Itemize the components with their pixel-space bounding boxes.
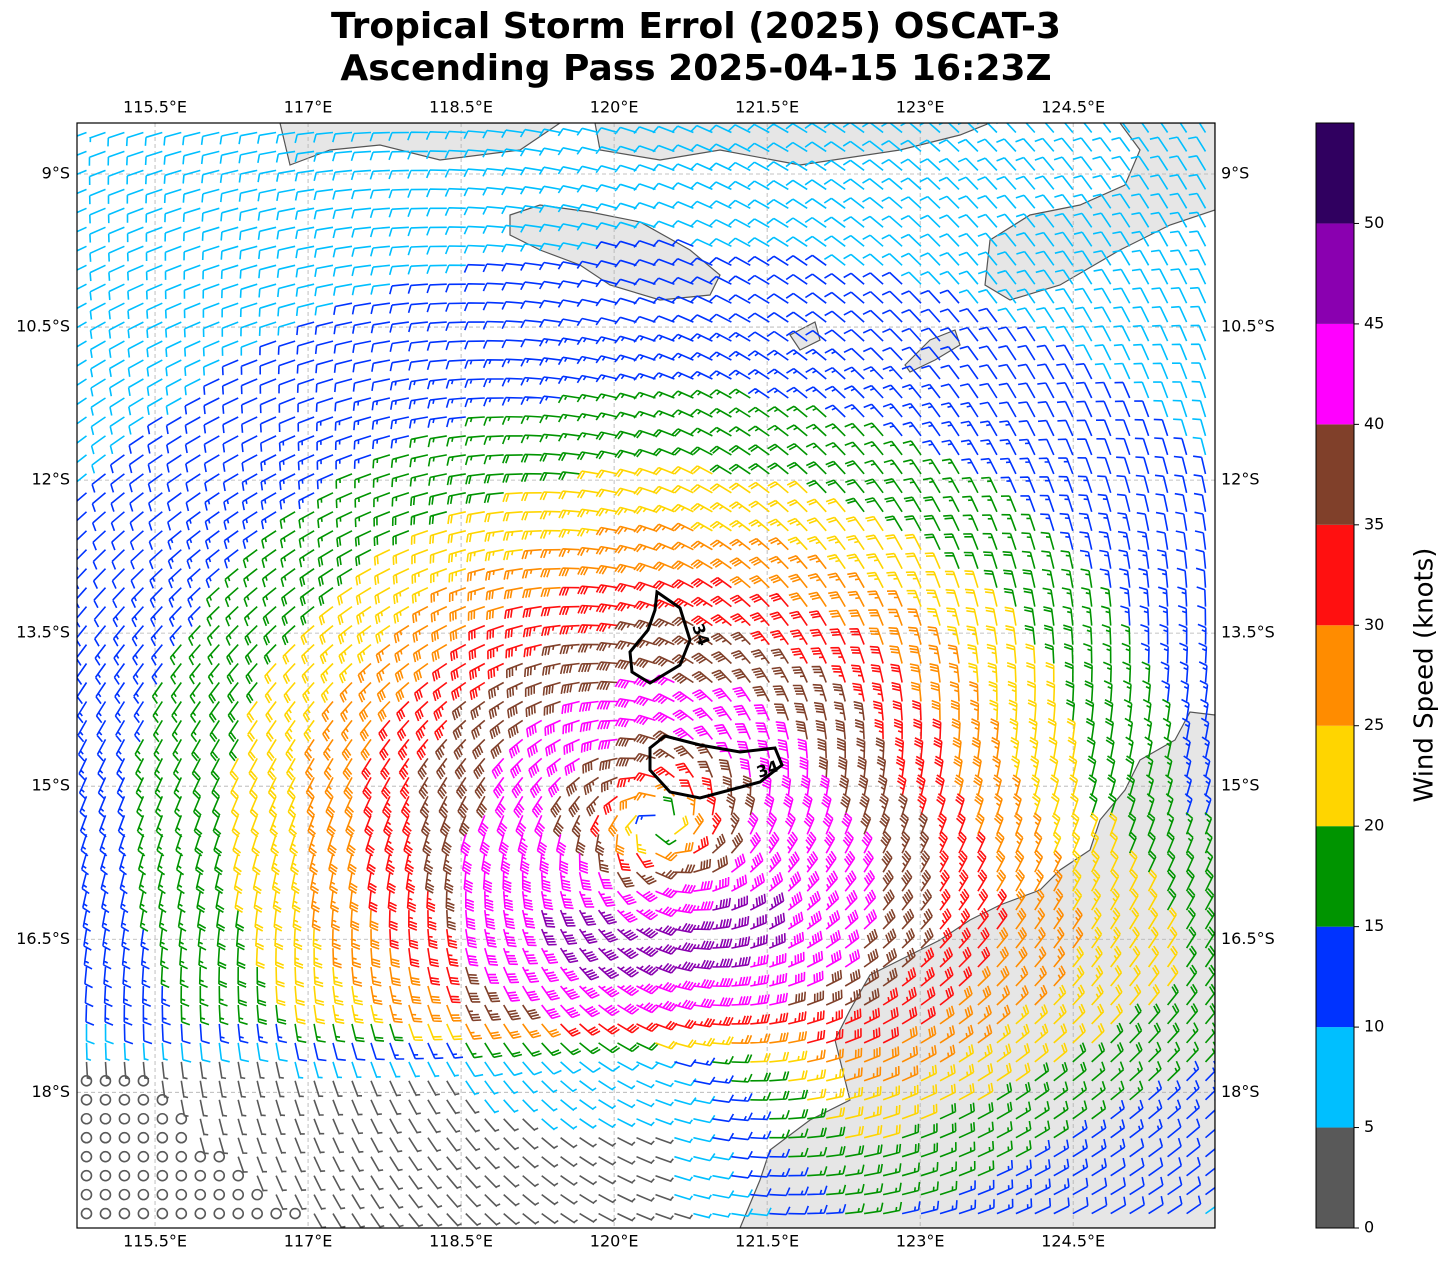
island-small: [789, 321, 961, 373]
y-tick-label: 13.5°S: [1221, 623, 1275, 642]
x-tick-label: 121.5°E: [735, 1232, 799, 1251]
colorbar-tick-label: 50: [1364, 213, 1384, 232]
colorbar-tick-label: 25: [1364, 715, 1384, 734]
colorbar-tick-label: 0: [1364, 1218, 1374, 1237]
colorbar-bin: [1316, 323, 1354, 425]
barb-group: [417, 616, 934, 1022]
colorbar-bin: [1316, 625, 1354, 726]
colorbar-bin: [1316, 424, 1354, 525]
colorbar-tick-label: 35: [1364, 514, 1384, 533]
title-line-1: Tropical Storm Errol (2025) OSCAT-3: [331, 6, 1061, 47]
x-tick-label: 115.5°E: [123, 1232, 187, 1251]
colorbar-tick-label: 10: [1364, 1017, 1384, 1036]
contour-34-north: [628, 589, 692, 685]
colorbar-label: Wind Speed (knots): [1410, 548, 1440, 803]
y-tick-label: 15°S: [31, 776, 70, 795]
barb-group: [77, 238, 1215, 1216]
y-tick-label: 12°S: [31, 470, 70, 489]
colorbar-bin: [1316, 223, 1354, 324]
y-tick-label: 16.5°S: [16, 929, 70, 948]
x-tick-label: 118.5°E: [429, 1232, 493, 1251]
y-tick-label: 12°S: [1221, 470, 1260, 489]
barb-group: [80, 1061, 694, 1228]
axes: 115.5°E 115.5°E 117°E 117°E 118.5°E 118.5°E 12…: [16, 98, 1275, 1251]
colorbar-bin: [1316, 926, 1354, 1028]
x-tick-label: 120°E: [590, 98, 639, 117]
colorbar-tick-label: 30: [1364, 615, 1384, 634]
y-tick-label: 9°S: [1221, 164, 1249, 183]
barb-group: [229, 465, 1179, 1139]
colorbar-frame: [1315, 122, 1355, 1229]
y-tick-label: 18°S: [1221, 1082, 1260, 1101]
x-tick-label: 118.5°E: [429, 98, 493, 117]
x-tick-label: 120°E: [590, 1232, 639, 1251]
barb-group: [304, 522, 1084, 1082]
y-tick-label: 9°S: [42, 164, 70, 183]
barb-group: [540, 892, 786, 981]
y-tick-label: 18°S: [31, 1082, 70, 1101]
y-tick-label: 16.5°S: [1221, 929, 1275, 948]
x-tick-label: 124.5°E: [1041, 1232, 1105, 1251]
y-tick-label: 15°S: [1221, 776, 1260, 795]
x-tick-label: 117°E: [284, 98, 333, 117]
colorbar-bin: [1316, 1027, 1354, 1128]
colorbar-tick-label: 15: [1364, 916, 1384, 935]
x-tick-label: 123°E: [896, 1232, 945, 1251]
colorbar-tick-label: 40: [1364, 414, 1384, 433]
colorbar-bin: [1316, 1127, 1354, 1228]
colorbar-bin: [1316, 123, 1354, 224]
gridlines: [77, 123, 1215, 1228]
barb-group: [361, 576, 1008, 1044]
x-tick-label: 121.5°E: [735, 98, 799, 117]
title-line-2: Ascending Pass 2025-04-15 16:23Z: [340, 48, 1051, 89]
colorbar-tick-label: 5: [1364, 1117, 1374, 1136]
map-area: 34 34: [77, 123, 1215, 1228]
x-tick-label: 123°E: [896, 98, 945, 117]
colorbar-bin: [1316, 826, 1354, 927]
colorbar-bin: [1316, 524, 1354, 626]
x-tick-label: 117°E: [284, 1232, 333, 1251]
x-tick-label: 115.5°E: [123, 98, 187, 117]
barb-group: [77, 123, 1215, 1219]
plot-frame: [76, 122, 1216, 1229]
y-tick-label: 13.5°S: [16, 623, 70, 642]
barb-group: [134, 388, 1215, 1215]
wind-barbs: [77, 123, 1215, 1228]
y-tick-label: 10.5°S: [16, 317, 70, 336]
barb-group: [460, 674, 878, 1020]
colorbar-bin: [1316, 725, 1354, 827]
colorbar-tick-label: 20: [1364, 816, 1384, 835]
colorbar: 0 5 10 15 20 25 30 35 40 45 50: [1315, 122, 1384, 1237]
colorbar-tick-label: 45: [1364, 313, 1384, 332]
contour-34-south: [648, 734, 784, 800]
x-tick-label: 124.5°E: [1041, 98, 1105, 117]
y-tick-label: 10.5°S: [1221, 317, 1275, 336]
